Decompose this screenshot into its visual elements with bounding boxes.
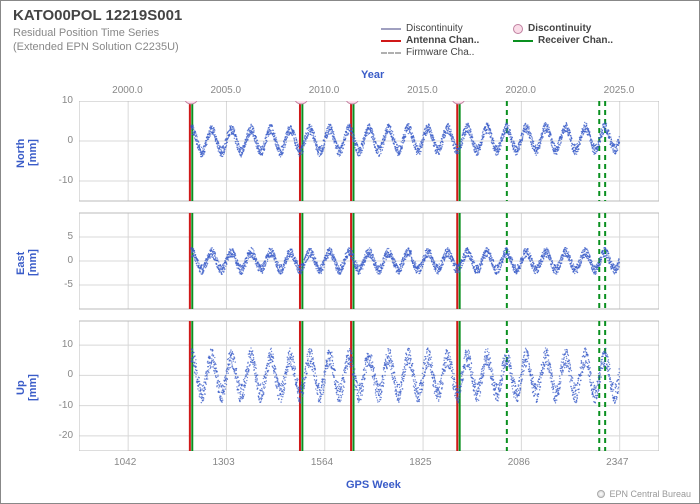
dot-swatch-icon — [513, 24, 523, 34]
y-tick-label: -10 — [45, 175, 73, 186]
line-swatch-icon — [513, 40, 533, 42]
year-tick-label: 2005.0 — [210, 85, 241, 96]
legend-receiver: Receiver Chan.. — [513, 35, 631, 46]
svg-text:3: 3 — [350, 101, 356, 104]
svg-text:1: 1 — [188, 101, 194, 104]
chart-title: KATO00POL 12219S001 — [13, 7, 687, 24]
chart-svg: 1 2 3 4 — [79, 101, 659, 451]
gps-axis-title: GPS Week — [346, 479, 401, 491]
y-tick-label: 5 — [45, 231, 73, 242]
gps-tick-label: 1564 — [311, 457, 333, 468]
gps-tick-label: 2086 — [508, 457, 530, 468]
subtitle-line2: (Extended EPN Solution C2235U) — [13, 41, 179, 53]
legend-firmware: Firmware Cha.. — [381, 47, 499, 58]
legend-discontinuity-line: Discontinuity — [381, 23, 499, 34]
y-tick-label: 10 — [45, 95, 73, 106]
legend-row: Antenna Chan.. Receiver Chan.. — [381, 35, 631, 46]
y-tick-label: 10 — [45, 339, 73, 350]
legend-row: Firmware Cha.. — [381, 47, 631, 58]
attribution-text: EPN Central Bureau — [609, 489, 691, 499]
dash-swatch-icon — [381, 52, 401, 54]
svg-text:2: 2 — [298, 101, 304, 104]
y-axis-title: North[mm] — [15, 131, 39, 175]
y-tick-label: 0 — [45, 255, 73, 266]
legend-discontinuity-dot: Discontinuity — [513, 23, 631, 34]
legend-row: Discontinuity Discontinuity — [381, 23, 631, 34]
year-tick-label: 2020.0 — [505, 85, 536, 96]
gps-tick-label: 1825 — [409, 457, 431, 468]
legend-label: Antenna Chan.. — [406, 35, 479, 46]
legend-label: Receiver Chan.. — [538, 35, 613, 46]
year-tick-label: 2025.0 — [604, 85, 635, 96]
year-tick-label: 2015.0 — [407, 85, 438, 96]
y-tick-label: -10 — [45, 400, 73, 411]
legend: Discontinuity Discontinuity Antenna Chan… — [381, 23, 631, 59]
chart-frame: KATO00POL 12219S001 Residual Position Ti… — [0, 0, 700, 504]
plot-area: 1 2 3 4 — [79, 101, 659, 451]
year-axis-title: Year — [361, 69, 384, 81]
gps-tick-label: 2347 — [606, 457, 628, 468]
globe-icon — [597, 490, 605, 498]
y-tick-label: 0 — [45, 135, 73, 146]
line-swatch-icon — [381, 40, 401, 42]
y-tick-label: 0 — [45, 369, 73, 380]
legend-label: Discontinuity — [406, 23, 463, 34]
y-tick-label: -5 — [45, 279, 73, 290]
line-swatch-icon — [381, 28, 401, 30]
gps-tick-label: 1303 — [212, 457, 234, 468]
legend-antenna: Antenna Chan.. — [381, 35, 499, 46]
y-tick-label: -20 — [45, 430, 73, 441]
legend-label: Discontinuity — [528, 23, 591, 34]
year-tick-label: 2000.0 — [112, 85, 143, 96]
gps-tick-label: 1042 — [114, 457, 136, 468]
y-axis-title: Up[mm] — [15, 366, 39, 410]
year-tick-label: 2010.0 — [309, 85, 340, 96]
y-axis-title: East[mm] — [15, 241, 39, 285]
attribution: EPN Central Bureau — [597, 489, 691, 499]
subtitle-line1: Residual Position Time Series — [13, 27, 159, 39]
svg-text:4: 4 — [456, 101, 462, 104]
legend-label: Firmware Cha.. — [406, 47, 474, 58]
